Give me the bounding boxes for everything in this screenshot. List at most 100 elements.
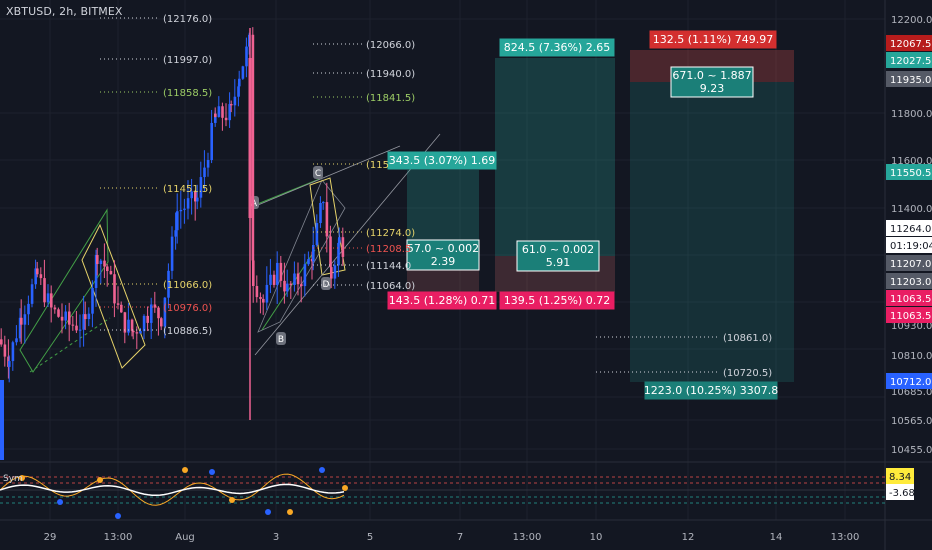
candle-body [36,268,39,275]
candle-body [199,177,203,198]
candle-body [196,197,199,202]
target-label: 343.5 (3.07%) 1.69 [387,151,497,170]
candle-body [34,268,37,285]
price-axis: 12200.0 11800.0 11600.0 11400.0 10810.0 10565… [886,15,932,456]
candle-body [99,260,103,265]
oscillator-dot [342,485,348,491]
fib-level-label: (12176.0) [163,14,212,25]
candle-body [186,198,190,209]
price-badge [886,71,932,87]
candle-body [330,267,333,279]
candle-body [221,106,224,118]
candle-body [78,329,82,331]
price-badge [886,164,932,180]
candle-body [103,260,106,267]
candle-body [142,315,146,332]
fib-levels: (12176.0) (11997.0) (11858.5) (11451.5) (110… [100,14,772,379]
candle-body [325,202,329,237]
candle-body [57,309,60,317]
price-badge-label: 11550.5 [890,168,931,179]
candle-body [233,96,237,106]
candle-body [319,202,322,224]
oscillator-badge-label: -3.68 [889,488,915,499]
fib-level-label: (11858.5) [163,88,212,99]
position-center-label-text: 2.39 [431,255,456,268]
candle-body [94,254,98,288]
candle-body [68,311,71,325]
candle-body [279,262,283,281]
candle-body [245,46,248,67]
price-tick-label: 11600.0 [891,156,932,167]
price-badge [886,35,932,51]
stop-label-text: 132.5 (1.11%) 749.97 [653,33,774,46]
candle-body [153,304,157,308]
fib-level-label: (11841.5) [366,93,415,104]
candle-body [163,297,167,327]
profit-zone [630,82,794,382]
stop-label-bg [499,291,615,310]
candle-body [96,254,99,265]
fib-level-label: (11940.0) [366,69,415,80]
channel-line [257,145,401,206]
candle-body [251,34,255,261]
candle-body [214,113,217,123]
candle-body [269,274,272,285]
position-center-label-text: 9.23 [700,82,725,95]
candle-body [11,342,15,362]
candle-body [255,286,259,298]
fib-level-label: (10720.5) [723,368,772,379]
price-tick-label: 11400.0 [891,204,932,215]
fib-level-label: (10861.0) [723,333,772,344]
candle-body [272,274,276,285]
oscillator-dot [209,469,215,475]
price-badge-label: 10712.0 [890,377,931,388]
candle-body [303,264,307,287]
price-badge [886,52,932,68]
time-tick-label: 7 [457,532,463,543]
candle-body [224,117,228,121]
fib-level-label: (11208.5 [366,244,411,255]
fib-level-label: (12066.0) [366,40,415,51]
candle-body [203,167,206,178]
price-badge-label: 11063.5 [890,311,931,322]
stop-label-bg [649,30,777,49]
candle-body [130,319,134,331]
price-badge-label: 12067.5 [890,39,931,50]
candle-body [113,274,116,304]
candle-body [228,104,231,121]
price-tick-label: 10685.0 [891,387,932,398]
candle-body [259,297,262,299]
fib-level-label: (115 [366,160,389,171]
price-badge-label: 11935.0 [890,75,931,86]
candle-body [120,304,123,313]
price-badge-label: 11264.0 [890,224,931,235]
candle-body [75,325,78,331]
grid-lines [0,0,885,520]
candle-body [46,293,50,303]
stop-label: 139.5 (1.25%) 0.72 [499,291,615,310]
candle-body [160,318,163,327]
time-tick-label: 13:00 [104,532,133,543]
candle-body [217,106,221,117]
candle-body [315,223,319,246]
candle-body [146,315,149,323]
candle-body [337,242,340,266]
candle-body [82,314,85,330]
pattern-point-marker [313,166,323,179]
time-tick-label: 5 [367,532,373,543]
candle-body [286,283,289,292]
target-label-bg [644,381,778,400]
price-badge [886,273,932,289]
candle-body [167,270,170,298]
time-tick-label: 3 [273,532,279,543]
oscillator-signal [0,483,345,497]
profit-zone [495,58,615,256]
candlesticks [0,27,345,460]
target-label-text: 1223.0 (10.25%) 3307.8 [644,384,779,397]
